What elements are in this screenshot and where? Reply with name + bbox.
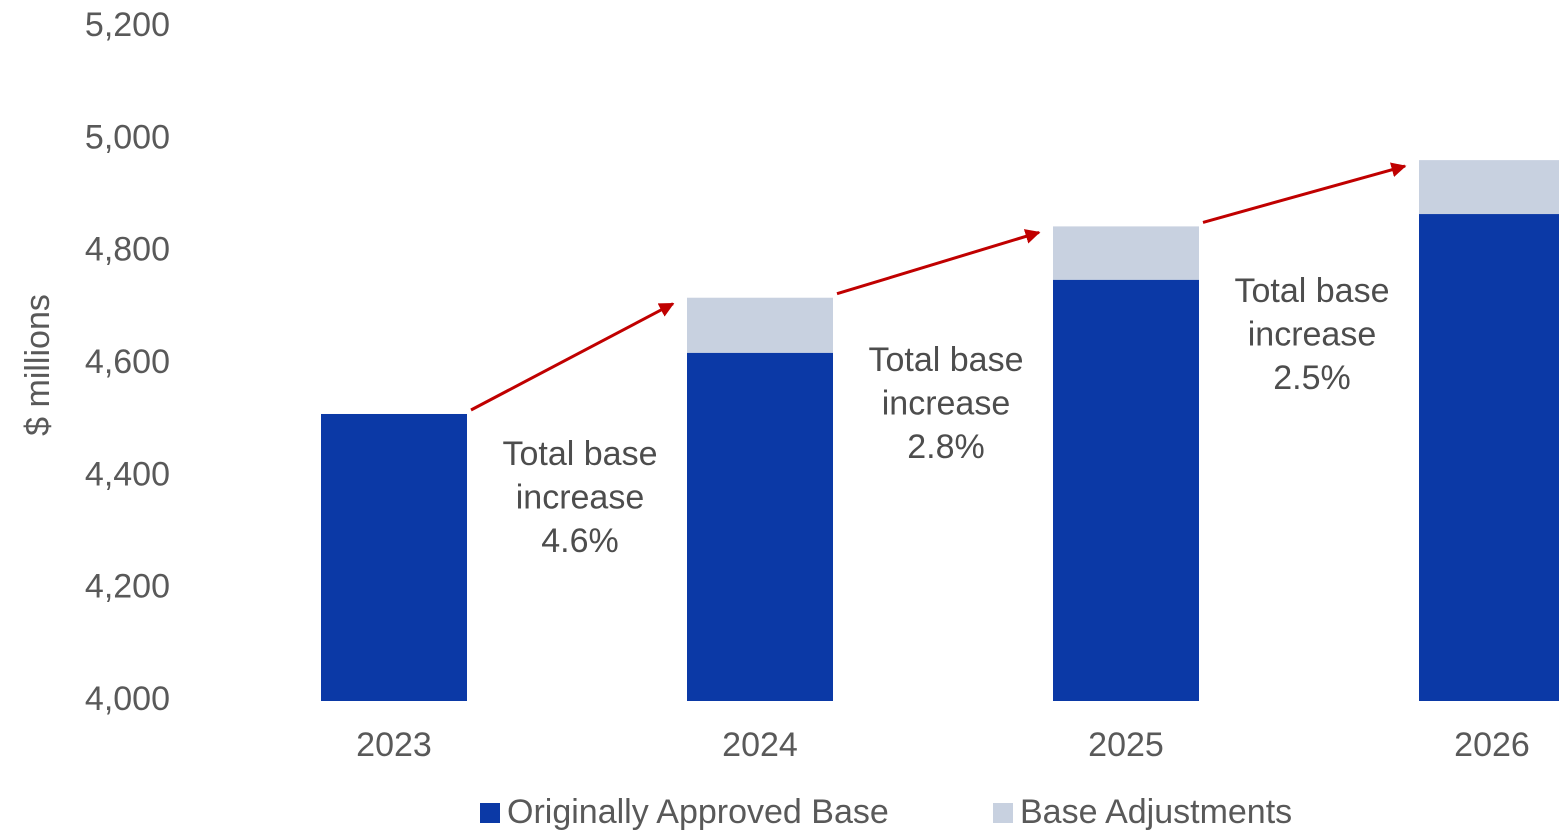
trend-arrow [470, 302, 675, 412]
annotation-text: Total base [1235, 272, 1390, 310]
bar-segment [1419, 214, 1559, 701]
y-axis-label: $ millions [19, 294, 57, 436]
y-tick-label: 4,200 [85, 568, 170, 606]
bar-segment [1053, 226, 1199, 280]
trend-arrow [1202, 162, 1407, 224]
annotation-text: Total base [869, 341, 1024, 379]
legend-label: Base Adjustments [1020, 793, 1292, 831]
y-tick-label: 4,800 [85, 231, 170, 269]
bar-segment [687, 297, 833, 353]
bar-segment [1053, 279, 1199, 701]
y-tick-label: 5,000 [85, 118, 170, 156]
x-tick-label: 2023 [356, 726, 432, 764]
annotation-text: 2.8% [907, 428, 985, 466]
annotation-text: Total base [503, 435, 658, 473]
y-tick-label: 4,600 [85, 343, 170, 381]
annotation-text: increase [516, 478, 645, 516]
annotation-text: increase [882, 385, 1011, 423]
y-tick-label: 4,400 [85, 455, 170, 493]
annotation-text: 2.5% [1273, 359, 1351, 397]
x-tick-label: 2024 [722, 726, 798, 764]
annotation-text: increase [1248, 316, 1377, 354]
bar-segment [321, 413, 467, 701]
annotation-text: 4.6% [541, 522, 619, 560]
legend-label: Originally Approved Base [507, 793, 889, 831]
legend-swatch [993, 803, 1013, 823]
bar-segment [687, 352, 833, 701]
x-tick-label: 2025 [1088, 726, 1164, 764]
legend-swatch [480, 803, 500, 823]
trend-arrow [836, 229, 1041, 296]
x-tick-label: 2026 [1454, 726, 1530, 764]
y-tick-label: 5,200 [85, 6, 170, 44]
y-tick-label: 4,000 [85, 680, 170, 718]
bar-segment [1419, 160, 1559, 215]
